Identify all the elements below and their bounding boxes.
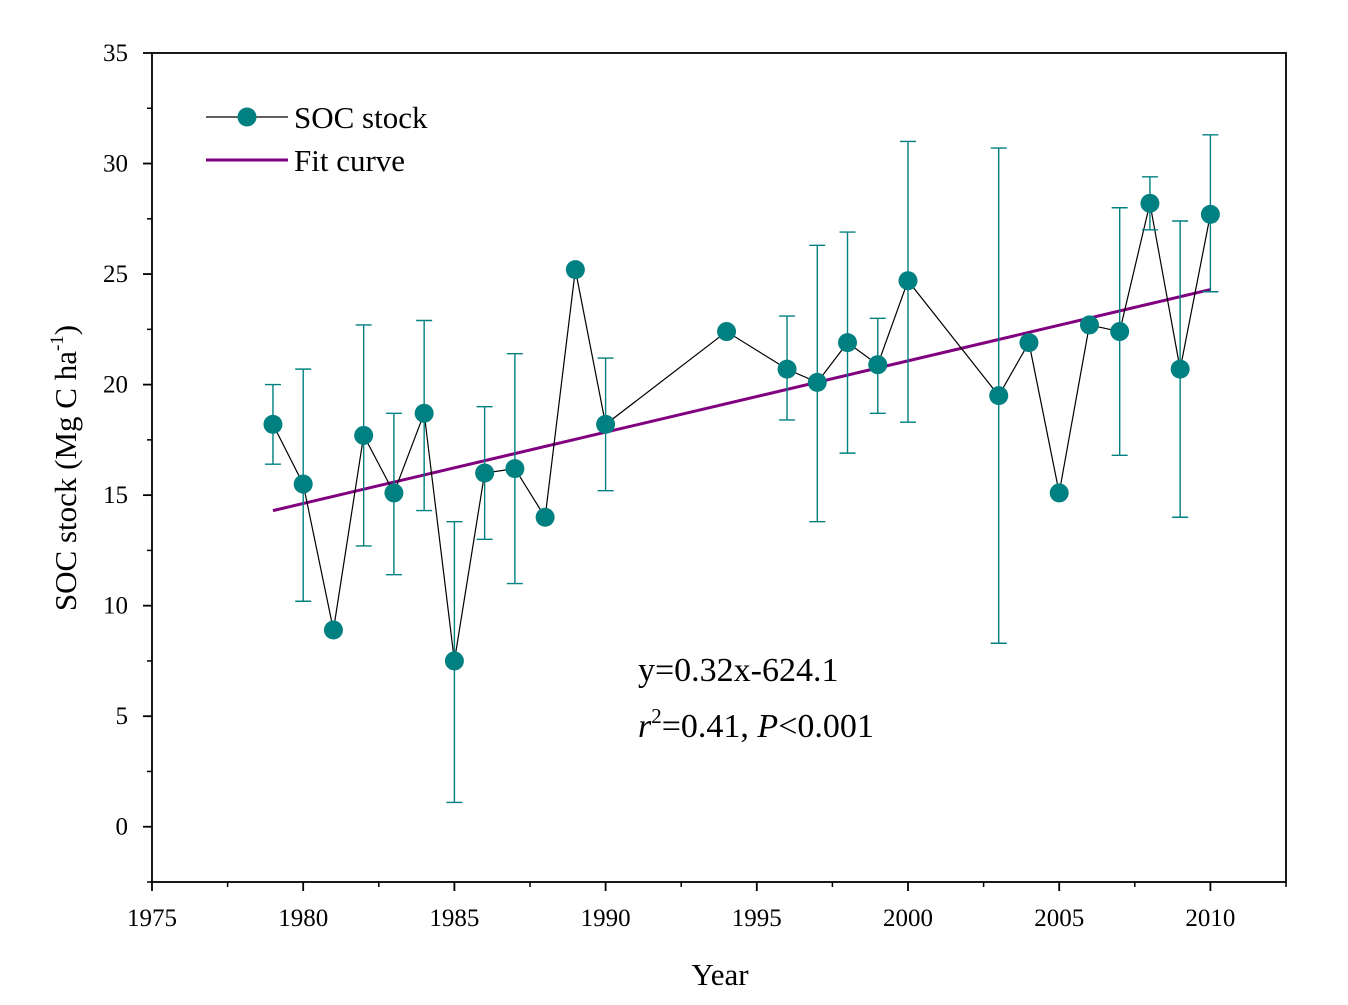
x-tick-label: 1975 xyxy=(127,905,177,932)
y-tick-label: 5 xyxy=(116,703,129,730)
soc-stock-point xyxy=(323,620,343,640)
x-tick-label: 2010 xyxy=(1185,905,1235,932)
fit-statistics: r2=0.41, P<0.001 xyxy=(638,704,874,745)
soc-stock-point xyxy=(384,483,404,503)
x-tick-label: 1985 xyxy=(429,905,479,932)
soc-stock-point xyxy=(505,459,525,479)
x-axis-title: Year xyxy=(691,957,749,992)
soc-stock-point xyxy=(263,414,283,434)
soc-stock-point xyxy=(1049,483,1069,503)
y-tick-label: 35 xyxy=(103,40,128,67)
y-tick-label: 10 xyxy=(103,593,128,620)
soc-stock-point xyxy=(717,322,737,342)
soc-stock-line xyxy=(272,203,1211,662)
soc-stock-point xyxy=(807,372,827,392)
x-tick-label: 1980 xyxy=(278,905,328,932)
y-axis-title-main: SOC stock (Mg C ha xyxy=(48,351,83,611)
soc-stock-point xyxy=(1140,193,1160,213)
soc-stock-point xyxy=(535,507,555,527)
soc-stock-point xyxy=(444,651,464,671)
soc-stock-point xyxy=(868,355,888,375)
soc-stock-point xyxy=(1079,315,1099,335)
soc-stock-point xyxy=(989,386,1009,406)
y-axis-title-suffix: ) xyxy=(48,325,83,335)
soc-stock-point xyxy=(354,425,374,445)
fit-curve-line xyxy=(272,288,1211,513)
soc-stock-point xyxy=(565,260,585,280)
r-symbol: r xyxy=(638,708,652,745)
soc-stock-point xyxy=(1170,359,1190,379)
soc-stock-point xyxy=(898,271,918,291)
fit-curve-layer xyxy=(272,288,1211,513)
y-tick-label: 20 xyxy=(103,372,128,399)
y-axis-title-superscript: -1 xyxy=(47,335,68,351)
soc-stock-point xyxy=(777,359,797,379)
y-axis-title: SOC stock (Mg C ha-1) xyxy=(47,325,83,611)
y-tick-label: 0 xyxy=(116,814,129,841)
x-tick-label: 2000 xyxy=(883,905,933,932)
p-symbol: P xyxy=(756,708,778,745)
x-tick-label: 2005 xyxy=(1034,905,1084,932)
soc-stock-point xyxy=(838,333,858,353)
soc-stock-point xyxy=(293,474,313,494)
soc-stock-point xyxy=(1200,204,1220,224)
p-value: <0.001 xyxy=(778,708,874,745)
legend-soc-label: SOC stock xyxy=(294,100,428,135)
r-value: =0.41, xyxy=(662,708,758,745)
soc-stock-series-layer xyxy=(263,134,1220,804)
soc-stock-point xyxy=(414,403,434,423)
legend-soc-marker xyxy=(237,107,257,127)
x-tick-label: 1990 xyxy=(581,905,631,932)
legend: SOC stock Fit curve xyxy=(206,100,428,178)
soc-stock-point xyxy=(1110,322,1130,342)
fit-equation: y=0.32x-624.1 xyxy=(638,652,839,689)
x-tick-label: 1995 xyxy=(732,905,782,932)
y-tick-label: 15 xyxy=(103,482,128,509)
soc-stock-point xyxy=(596,414,616,434)
plot-frame xyxy=(151,52,1287,883)
legend-fit-label: Fit curve xyxy=(294,143,405,178)
axes-layer: 1975 1980 1985 1990 1995 2000 2005 2010 0 5 10 15 20… xyxy=(103,40,1287,932)
y-tick-label: 30 xyxy=(103,151,128,178)
soc-stock-point xyxy=(475,463,495,483)
soc-stock-point xyxy=(1019,333,1039,353)
y-tick-label: 25 xyxy=(103,261,128,288)
r-exponent: 2 xyxy=(651,704,662,728)
